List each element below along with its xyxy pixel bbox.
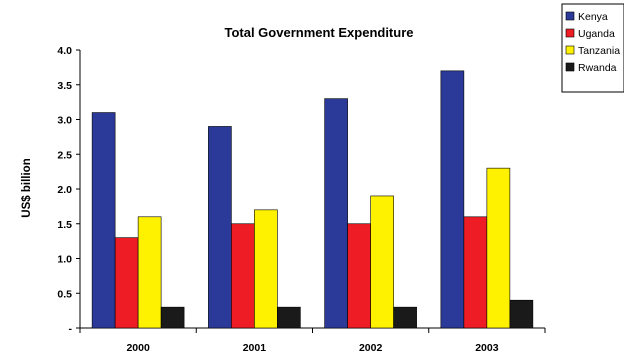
- bar-rwanda-2000: [160, 306, 185, 329]
- y-tick-label: 4.0: [57, 45, 72, 57]
- bar-kenya-2002: [324, 98, 348, 329]
- bar-uganda-2000: [114, 237, 139, 329]
- x-tick-label: 2001: [243, 342, 267, 354]
- bar-uganda-2001: [231, 223, 255, 329]
- bars: [91, 70, 534, 329]
- y-tick-label: 3.5: [57, 80, 72, 92]
- y-tick-label: 1.0: [57, 254, 72, 266]
- x-axis-ticks: 2000 2001 2002 2003: [79, 328, 546, 354]
- bar-kenya-2003: [440, 70, 465, 329]
- bar-tanzania-2000: [137, 216, 162, 329]
- legend-label-tanzania: Tanzania: [578, 45, 620, 57]
- y-tick-label: 2.5: [57, 149, 72, 161]
- y-tick-label: 3.0: [57, 115, 72, 127]
- legend-label-kenya: Kenya: [578, 11, 608, 23]
- legend-swatch-tanzania: [565, 45, 575, 55]
- y-axis-label: US$ billion: [21, 158, 33, 217]
- bar-kenya-2000: [91, 112, 116, 329]
- x-tick-label: 2003: [475, 342, 499, 354]
- legend-label-uganda: Uganda: [578, 28, 615, 40]
- bar-kenya-2001: [208, 126, 232, 329]
- bar-rwanda-2003: [509, 299, 534, 329]
- bar-uganda-2003: [463, 216, 488, 329]
- bar-rwanda-2002: [393, 306, 417, 329]
- bar-uganda-2002: [347, 223, 371, 329]
- y-tick-label: -: [69, 323, 73, 335]
- bar-rwanda-2001: [277, 306, 301, 329]
- legend-swatch-kenya: [565, 11, 575, 21]
- bar-tanzania-2002: [370, 195, 394, 329]
- chart-title: Total Government Expenditure: [224, 25, 413, 40]
- legend-label-rwanda: Rwanda: [578, 62, 617, 74]
- y-tick-label: 1.5: [57, 219, 72, 231]
- x-tick-label: 2000: [126, 342, 150, 354]
- bar-tanzania-2003: [486, 167, 511, 329]
- y-tick-label: 0.5: [57, 288, 72, 300]
- legend: Kenya Uganda Tanzania Rwanda: [561, 3, 624, 93]
- y-axis-ticks: - 0.5 1.0 1.5 2.0 2.5 3.0 3.5 4.0: [57, 45, 80, 335]
- bar-tanzania-2001: [254, 209, 278, 329]
- legend-swatch-uganda: [565, 28, 575, 38]
- y-tick-label: 2.0: [57, 184, 72, 196]
- x-tick-label: 2002: [359, 342, 383, 354]
- legend-swatch-rwanda: [565, 62, 575, 72]
